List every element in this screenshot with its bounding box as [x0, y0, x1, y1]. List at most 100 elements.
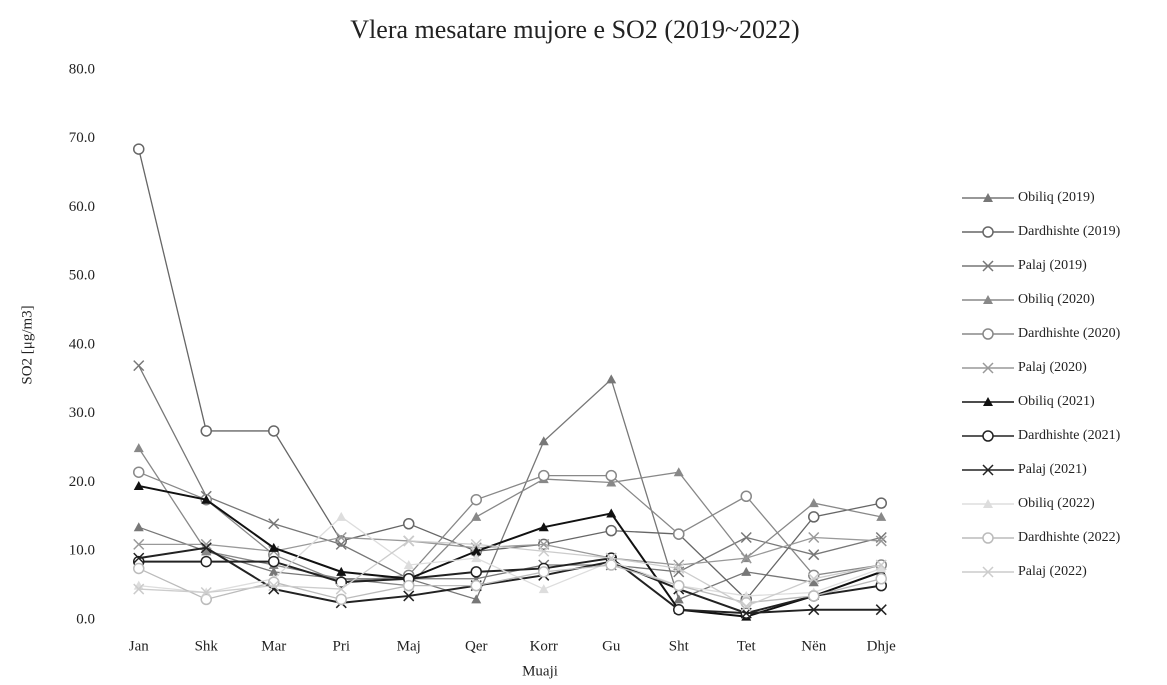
data-point [875, 535, 887, 547]
series-line [138, 378, 882, 601]
data-point [741, 566, 752, 576]
legend-text: Palaj (2019) [1018, 258, 1087, 273]
series-line [138, 557, 882, 615]
series-line [138, 516, 882, 597]
legend-text: Dardhishte (2022) [1018, 530, 1121, 545]
data-point [336, 566, 347, 576]
data-point [201, 494, 212, 504]
x-tick-label: Korr [530, 638, 558, 654]
x-axis-label: Muaji [522, 663, 558, 679]
data-point [605, 524, 617, 537]
y-axis-label: SO2 [μg/m3] [19, 305, 35, 384]
data-point [133, 522, 144, 532]
data-point [605, 552, 617, 564]
y-tick-label: 60.0 [69, 199, 95, 215]
data-point [133, 466, 145, 478]
data-point [471, 511, 482, 521]
legend-marker [982, 226, 994, 238]
legend-marker [983, 499, 993, 508]
x-tick-label: Maj [397, 638, 421, 654]
data-point [335, 583, 347, 595]
data-point [133, 562, 145, 575]
legend-text: Obiliq (2020) [1018, 292, 1095, 307]
legend-marker [982, 566, 994, 578]
y-tick-label: 70.0 [69, 130, 95, 146]
data-point [200, 586, 212, 599]
data-point [268, 555, 280, 568]
data-point [673, 603, 685, 616]
series-line [138, 447, 882, 587]
data-point [875, 573, 887, 585]
data-point [133, 583, 145, 595]
data-point [335, 593, 347, 606]
data-point [403, 590, 415, 602]
data-point [133, 552, 145, 564]
x-tick-label: Shk [195, 638, 219, 654]
y-tick-label: 30.0 [69, 405, 95, 421]
data-point [605, 559, 617, 571]
x-tick-label: Pri [332, 638, 350, 654]
data-point [470, 566, 482, 578]
data-point [673, 579, 685, 592]
series-line [138, 471, 882, 583]
data-point [538, 469, 550, 482]
data-point [875, 559, 887, 571]
y-tick-label: 50.0 [69, 268, 95, 284]
legend-marker [982, 532, 994, 544]
x-tick-label: Gu [602, 638, 621, 654]
data-point [471, 553, 482, 563]
data-point [605, 469, 617, 482]
data-point [133, 480, 144, 490]
data-point [335, 576, 347, 588]
x-tick-label: Tet [737, 638, 757, 654]
data-point [740, 490, 752, 502]
y-tick-label: 80.0 [69, 61, 95, 77]
data-point [200, 425, 212, 437]
data-point [200, 555, 212, 568]
data-point [808, 573, 820, 585]
data-point [471, 594, 482, 604]
series-line [138, 540, 882, 607]
x-tick-label: Jan [129, 638, 149, 654]
data-point [808, 511, 820, 523]
series-line [138, 546, 882, 615]
legend-text: Obiliq (2019) [1018, 190, 1095, 205]
x-tick-label: Qer [465, 638, 488, 654]
y-tick-label: 0.0 [76, 611, 95, 627]
data-point [133, 443, 144, 453]
legend-marker [982, 464, 994, 476]
data-point [875, 604, 887, 616]
data-point [403, 535, 415, 547]
data-point [808, 531, 820, 544]
legend-text: Dardhishte (2019) [1018, 224, 1121, 239]
data-point [606, 508, 617, 518]
data-point [673, 528, 685, 540]
data-point [470, 538, 482, 550]
legend-text: Obiliq (2022) [1018, 496, 1095, 511]
data-point [808, 604, 820, 616]
data-point [740, 552, 752, 564]
x-tick-label: Dhje [867, 638, 897, 654]
data-point [471, 546, 482, 556]
legend-marker [983, 193, 993, 202]
data-point [538, 545, 550, 557]
data-point [606, 477, 617, 487]
data-point [876, 511, 887, 521]
data-point [268, 518, 280, 530]
legend-marker [982, 362, 994, 374]
data-point [538, 436, 549, 446]
data-point [133, 143, 145, 155]
data-point [403, 579, 415, 592]
data-point [538, 522, 549, 532]
data-point [470, 493, 482, 506]
data-point [808, 577, 819, 587]
data-point [673, 562, 685, 574]
legend-marker [982, 328, 994, 340]
series-line [138, 536, 882, 566]
data-point [673, 594, 684, 604]
legend-marker [983, 397, 993, 406]
data-point [403, 560, 414, 569]
data-point [268, 580, 280, 592]
legend-marker [983, 295, 993, 304]
series-line [138, 365, 882, 580]
